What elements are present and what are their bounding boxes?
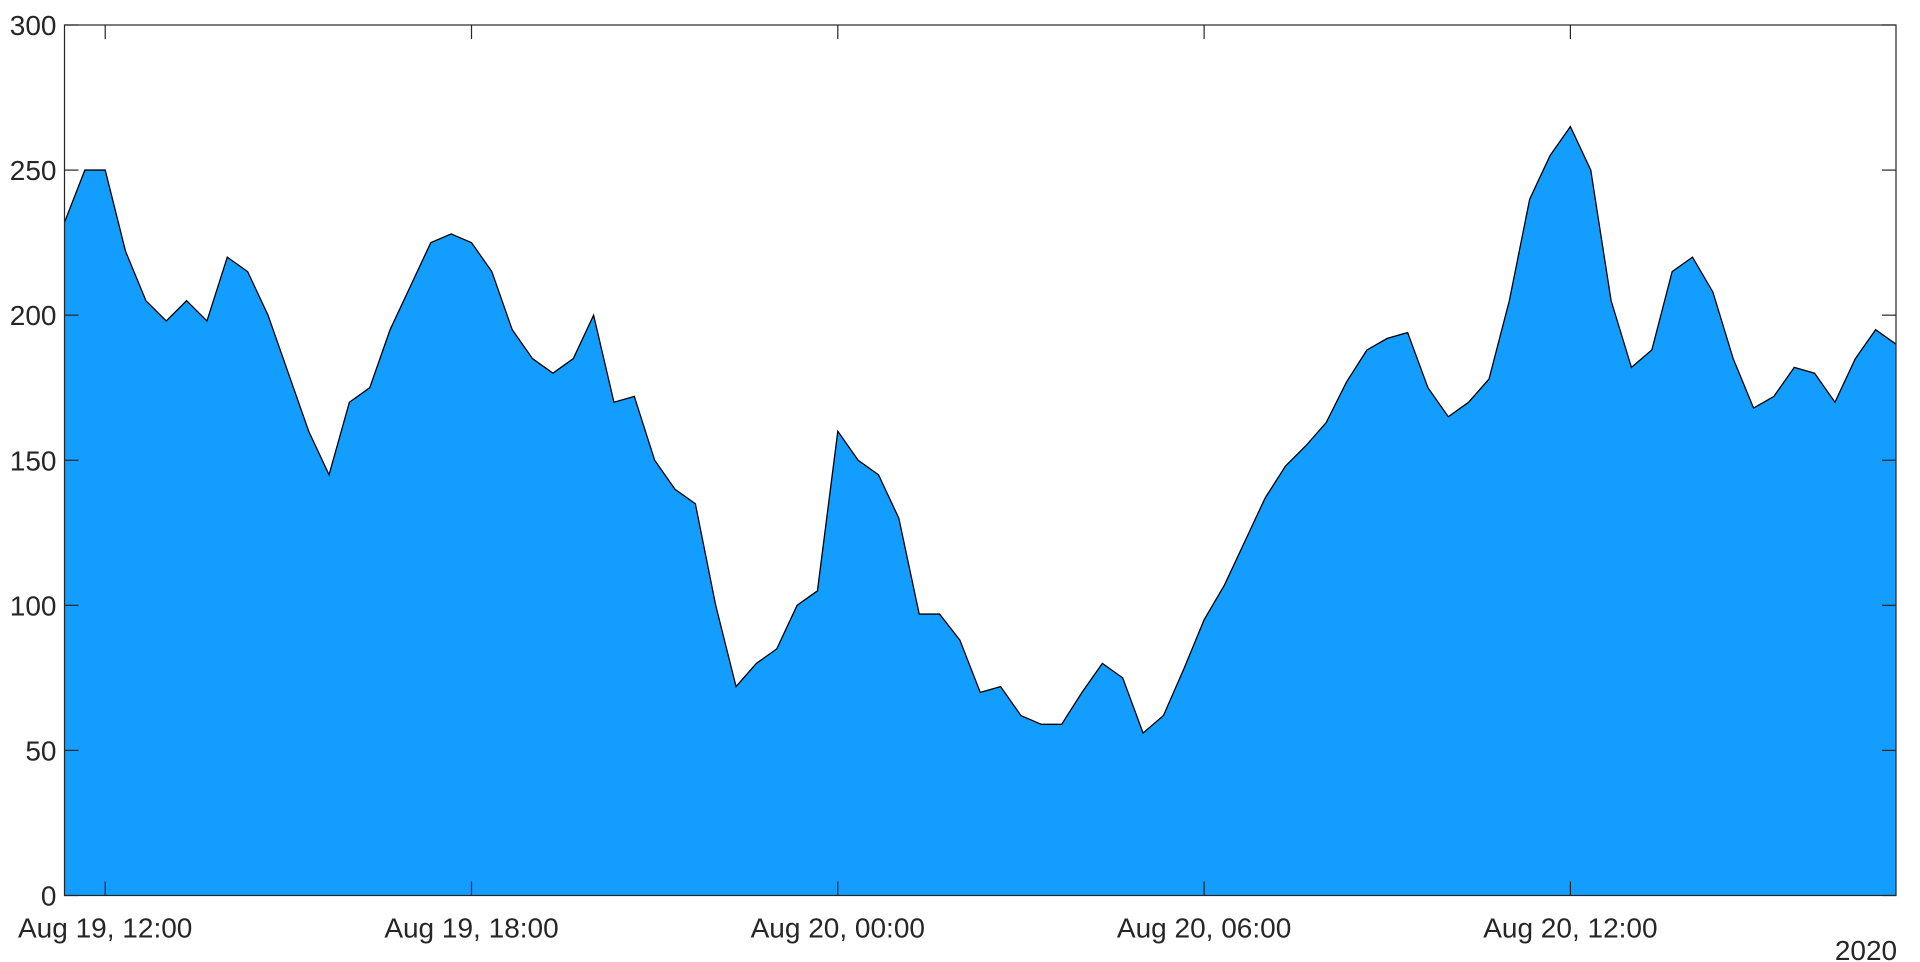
y-tick-label: 150 [10,445,57,476]
x-tick-label: Aug 19, 18:00 [384,913,558,944]
y-tick-label: 50 [25,735,56,766]
y-tick-label: 0 [41,881,57,912]
y-tick-label: 100 [10,590,57,621]
y-tick-label: 200 [10,300,57,331]
x-tick-label: Aug 19, 12:00 [18,913,192,944]
y-tick-label: 250 [10,155,57,186]
area-edge [63,125,1897,735]
y-tick-label: 300 [10,10,57,41]
x-secondary-label: 2020 [1835,935,1897,962]
x-tick-label: Aug 20, 12:00 [1483,913,1657,944]
area [64,126,1896,896]
x-tick-label: Aug 20, 06:00 [1117,913,1291,944]
x-tick-label: Aug 20, 00:00 [751,913,925,944]
